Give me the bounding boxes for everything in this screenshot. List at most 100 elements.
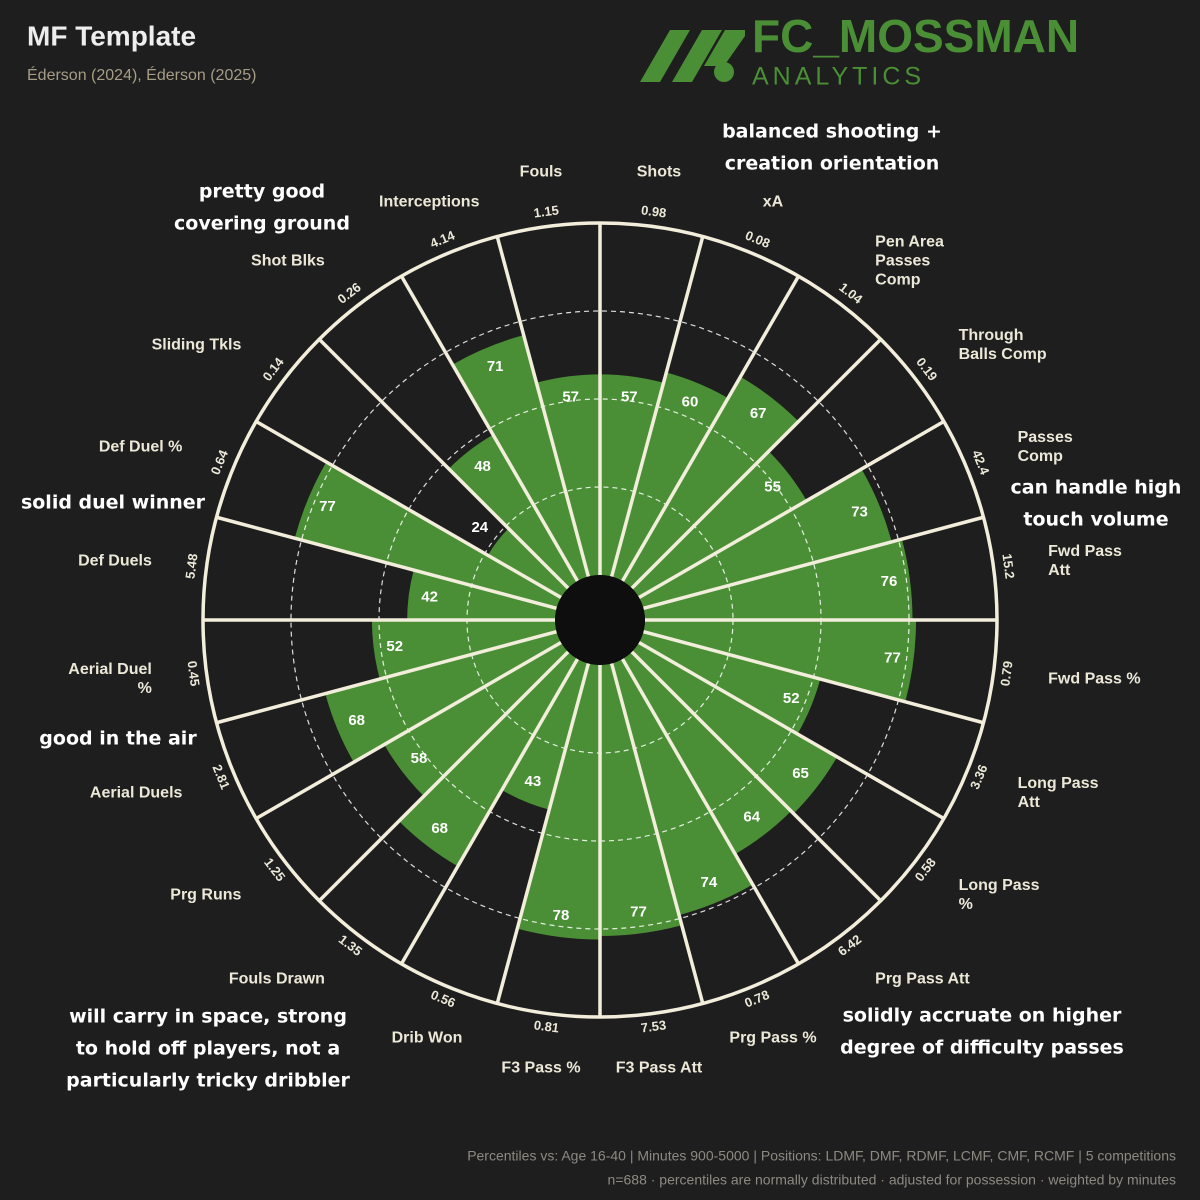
raw-value-label: 0.45 bbox=[184, 660, 202, 687]
category-label: Def Duel % bbox=[98, 438, 183, 456]
value-label: 58 bbox=[411, 750, 428, 767]
brand-tagline: ANALYTICS bbox=[752, 63, 925, 91]
value-label: 52 bbox=[386, 638, 403, 655]
wedge bbox=[600, 374, 664, 577]
logo-icon bbox=[640, 30, 745, 82]
category-label: Fwd Pass % bbox=[1048, 670, 1141, 688]
category-label: Fouls Drawn bbox=[228, 970, 325, 988]
value-label: 52 bbox=[783, 690, 800, 707]
center-hole bbox=[555, 575, 645, 665]
wedge bbox=[448, 434, 578, 589]
slice-divider bbox=[630, 338, 882, 590]
annotation: particularly tricky dribbler bbox=[66, 1070, 350, 1092]
value-label: 67 bbox=[750, 405, 767, 422]
raw-value-label: 0.98 bbox=[640, 202, 667, 220]
value-label: 42 bbox=[421, 589, 438, 606]
category-label: F3 Pass Att bbox=[615, 1059, 703, 1077]
category-label: xA bbox=[762, 193, 784, 211]
value-label: 64 bbox=[743, 809, 760, 826]
category-label: Prg Runs bbox=[170, 886, 242, 904]
wedge bbox=[622, 376, 799, 589]
footer-line: Percentiles vs: Age 16-40 | Minutes 900-… bbox=[467, 1148, 1176, 1164]
annotation: good in the air bbox=[39, 728, 197, 750]
annotation: solidly accruate on higher bbox=[843, 1005, 1122, 1027]
category-label: Shots bbox=[636, 163, 682, 181]
category-label: Def Duels bbox=[78, 552, 152, 570]
raw-value-label: 0.64 bbox=[208, 447, 232, 477]
category-label: Passes Comp bbox=[1017, 429, 1073, 466]
category-label: Drib Won bbox=[391, 1029, 463, 1047]
category-label: Long Pass Att bbox=[1017, 774, 1099, 811]
slice-divider bbox=[318, 338, 570, 590]
raw-value-label: 4.14 bbox=[428, 227, 458, 251]
raw-value-label: 0.81 bbox=[533, 1017, 560, 1035]
annotation: touch volume bbox=[1023, 509, 1168, 531]
slice-divider bbox=[399, 275, 580, 582]
annotation: pretty good bbox=[199, 181, 325, 203]
raw-value-label: 0.79 bbox=[997, 660, 1015, 687]
annotation: solid duel winner bbox=[21, 492, 206, 514]
slice-divider bbox=[620, 275, 801, 582]
raw-value-label: 15.2 bbox=[999, 553, 1017, 580]
category-label: F3 Pass % bbox=[501, 1059, 581, 1077]
wedge bbox=[487, 528, 569, 598]
wedge bbox=[631, 642, 838, 814]
category-label: Interceptions bbox=[379, 193, 480, 211]
category-label: Aerial Duel % bbox=[68, 660, 152, 697]
value-label: 71 bbox=[487, 358, 504, 375]
value-label: 65 bbox=[792, 765, 809, 782]
wedge bbox=[631, 451, 807, 598]
category-label: Shot Blks bbox=[251, 252, 325, 270]
slice-divider bbox=[630, 650, 882, 902]
value-label: 77 bbox=[630, 903, 647, 920]
slice-divider bbox=[255, 419, 562, 600]
value-label: 57 bbox=[562, 388, 579, 405]
category-label: Prg Pass Att bbox=[875, 970, 970, 988]
value-label: 77 bbox=[319, 498, 336, 515]
slice-divider bbox=[643, 515, 984, 611]
slice-divider bbox=[609, 236, 705, 577]
outer-ring bbox=[201, 221, 999, 1019]
annotation: balanced shooting + bbox=[722, 121, 942, 143]
wedge bbox=[638, 631, 821, 735]
slice-divider bbox=[620, 658, 801, 965]
raw-value-label: 5.48 bbox=[182, 553, 200, 580]
raw-value-label: 1.15 bbox=[533, 202, 560, 220]
category-label: Prg Pass % bbox=[729, 1029, 817, 1047]
wedge bbox=[643, 620, 917, 702]
wedge bbox=[517, 663, 600, 940]
annotation: creation orientation bbox=[725, 153, 940, 175]
value-label: 48 bbox=[474, 458, 491, 475]
wedge bbox=[325, 631, 562, 763]
category-label: Aerial Duels bbox=[89, 784, 183, 802]
value-label: 78 bbox=[553, 907, 570, 924]
wedge bbox=[398, 651, 578, 867]
slice-divider bbox=[216, 629, 557, 725]
slice-divider bbox=[216, 515, 557, 611]
slice-divider bbox=[495, 236, 591, 577]
raw-value-label: 42.4 bbox=[969, 448, 993, 478]
value-label: 68 bbox=[348, 712, 365, 729]
category-label: Fouls bbox=[519, 163, 563, 181]
slice-divider bbox=[609, 663, 705, 1004]
value-label: 57 bbox=[621, 388, 638, 405]
value-label: 24 bbox=[471, 519, 488, 536]
category-label: Pen Area Passes Comp bbox=[875, 233, 944, 289]
slice-divider bbox=[495, 663, 591, 1004]
wedge bbox=[407, 570, 557, 620]
wedge bbox=[611, 372, 729, 582]
chart-subtitle: Éderson (2024), Éderson (2025) bbox=[27, 65, 256, 84]
slice-divider bbox=[643, 629, 984, 725]
slice-divider bbox=[638, 419, 945, 600]
raw-value-label: 7.53 bbox=[640, 1017, 667, 1035]
value-label: 55 bbox=[764, 479, 781, 496]
slice-divider bbox=[318, 650, 570, 902]
wedge bbox=[452, 335, 589, 582]
wedge bbox=[536, 374, 600, 577]
value-label: 43 bbox=[525, 773, 542, 790]
slice-divider bbox=[638, 640, 945, 821]
wedge bbox=[622, 651, 792, 855]
wedge bbox=[600, 663, 682, 937]
slice-divider bbox=[255, 640, 562, 821]
